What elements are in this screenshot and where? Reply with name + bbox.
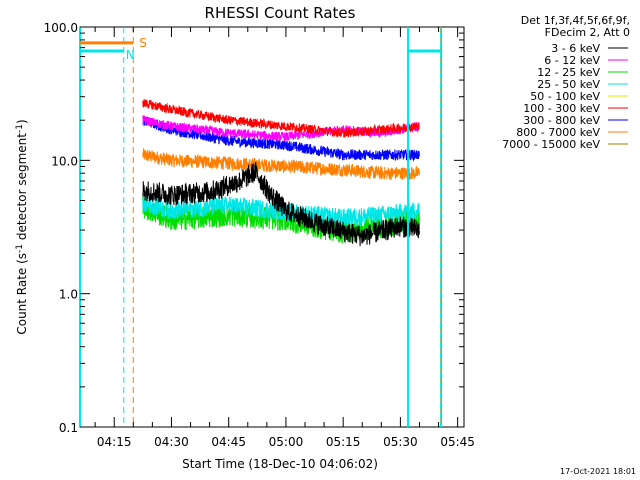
x-tick-label: 05:45 xyxy=(440,435,475,449)
series-line-3-6-kev xyxy=(142,161,420,247)
legend-label: 7000 - 15000 keV xyxy=(502,138,600,151)
y-tick-label: 1.0 xyxy=(59,288,78,302)
y-tick-label: 0.1 xyxy=(59,421,78,435)
overlay-group: SN xyxy=(79,27,443,427)
marker-label-s: S xyxy=(139,36,147,50)
series-line-300-800-kev xyxy=(142,116,420,162)
x-tick-label: 05:30 xyxy=(383,435,418,449)
y-axis-label-group: Count Rate (s-1 detector segment-1) xyxy=(15,119,29,334)
y-tick-label: 100.0 xyxy=(44,21,78,35)
legend-label: 12 - 25 keV xyxy=(537,66,600,79)
series-line-100-300-kev xyxy=(142,99,420,138)
x-axis-label: Start Time (18-Dec-10 04:06:02) xyxy=(182,457,378,471)
x-tick-label: 05:00 xyxy=(269,435,304,449)
y-tick-label: 10.0 xyxy=(51,154,78,168)
x-tick-label: 05:15 xyxy=(326,435,361,449)
timestamp-stamp: 17-Oct-2021 18:01 xyxy=(560,467,636,476)
axes-group: 0.1 1.0 10.0 100.0 04:15 04:30 04:45 05:00 05:15… xyxy=(44,21,475,449)
legend-label: 100 - 300 keV xyxy=(523,102,600,115)
marker-label-n: N xyxy=(126,48,135,62)
legend-label: 25 - 50 keV xyxy=(537,78,600,91)
x-tick-label: 04:45 xyxy=(211,435,246,449)
x-tick-label: 04:15 xyxy=(97,435,132,449)
legend-header: Det 1f,3f,4f,5f,6f,9f, xyxy=(521,14,630,27)
y-axis-label: Count Rate (s-1 detector segment-1) xyxy=(15,119,29,334)
x-tick-label: 04:30 xyxy=(154,435,189,449)
series-line-800-7000-kev xyxy=(142,148,420,180)
legend-header: FDecim 2, Att 0 xyxy=(545,26,630,39)
legend-label: 50 - 100 keV xyxy=(530,90,600,103)
legend-label: 3 - 6 keV xyxy=(551,42,600,55)
legend-label: 800 - 7000 keV xyxy=(516,126,600,139)
series-line-25-50-kev xyxy=(142,194,420,227)
chart-title: RHESSI Count Rates xyxy=(205,4,356,22)
legend: Det 1f,3f,4f,5f,6f,9f,FDecim 2, Att 0 3 -… xyxy=(502,14,630,151)
series-line-6-12-kev xyxy=(142,114,420,142)
legend-label: 300 - 800 keV xyxy=(523,114,600,127)
legend-label: 6 - 12 keV xyxy=(544,54,600,67)
series-group xyxy=(142,99,420,247)
